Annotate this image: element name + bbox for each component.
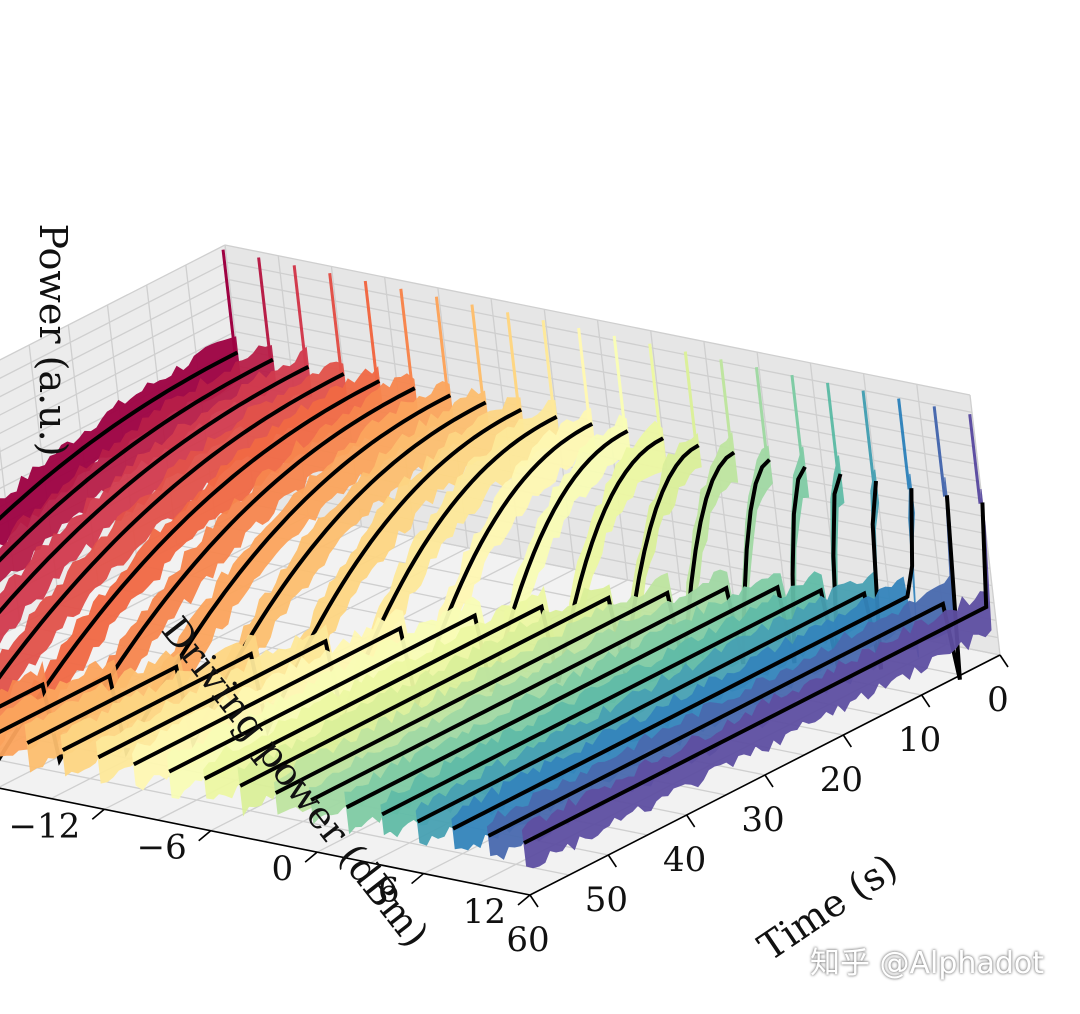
x-tick-label: 40 [663,840,706,880]
y-tick-label: 0 [272,849,294,889]
fit-line [381,473,843,817]
x-tick [764,774,774,788]
side-grid-line [230,296,977,448]
fit-line [0,357,274,563]
data-trace-spike [577,327,592,426]
data-traces [0,249,992,869]
fit-line [310,458,771,802]
data-trace-spike [399,288,414,390]
y-tick-label: 6 [378,871,400,911]
side-grid-line [228,279,975,431]
data-trace-spike [968,414,982,504]
y-tick [91,808,105,820]
data-trace-spike [221,249,237,354]
fit-line [0,386,416,766]
fit-line [203,436,665,781]
data-trace-spike [648,343,663,440]
y-tick [411,872,425,885]
fit-line [0,365,310,615]
data-trace-spike [719,359,734,454]
data-trace-spike [826,382,840,476]
y-tick [304,851,318,863]
z-axis-label: Power (a.u.) [31,223,75,456]
data-trace-spike [612,335,627,433]
y-axis-line [0,787,531,896]
x-tick-label: 30 [741,800,784,840]
fit-line [416,480,884,824]
data-trace-spike [257,257,273,361]
x-tick [686,814,696,828]
data-trace-spike [541,320,556,419]
data-trace-spike [470,304,485,404]
y-tick [517,894,531,906]
x-tick [529,894,539,908]
side-grid-line [234,331,981,483]
fit-line [26,400,487,749]
fit-line [0,372,345,680]
x-tick-label: 10 [898,720,941,760]
side-grid-line [232,313,979,465]
data-trace-spike [754,367,769,461]
y-tick [198,830,212,842]
watermark-text: 知乎 @Alphadot [810,946,1044,981]
back-grid-line [0,279,230,398]
fit-line [132,422,594,767]
fit-line [0,350,239,521]
fit-line [0,393,452,758]
fit-line [168,429,629,774]
data-trace-spike [328,273,343,376]
data-trace-spike [932,406,947,497]
back-grid-line [0,244,226,361]
back-grid-line [0,296,232,416]
data-trace-spike [434,296,450,397]
fit-line [345,465,807,810]
fit-line [452,488,915,831]
x-tick-label: 50 [585,880,628,920]
fit-line [487,495,962,838]
y-tick-label: −6 [137,828,187,868]
x-tick [999,654,1009,668]
tick-labels: 10−210−310−410−510−610−710−8−30−24−18−12… [9,654,1009,960]
x-tick-label: 0 [987,680,1009,720]
side-grid-line [226,261,973,413]
back-grid-line [0,261,228,379]
x-tick [607,854,617,868]
x-tick [842,734,852,748]
data-trace-spike [861,390,876,483]
fit-line [274,450,736,795]
x-tick-label: 60 [506,920,549,960]
data-trace-spike [683,351,698,447]
fit-line [523,502,989,845]
data-trace-spike [897,398,911,490]
y-tick-label: −12 [9,806,81,846]
side-grid-line [224,244,971,396]
data-trace-spike [790,374,805,469]
back-grid-line [0,313,234,435]
x-tick-label: 20 [820,760,863,800]
y-tick-label: 12 [463,892,506,932]
x-tick [921,694,931,708]
data-trace-spike [363,280,379,383]
data-trace-spike [506,312,521,411]
data-trace-spike [292,265,308,369]
back-grid-line [0,331,236,453]
